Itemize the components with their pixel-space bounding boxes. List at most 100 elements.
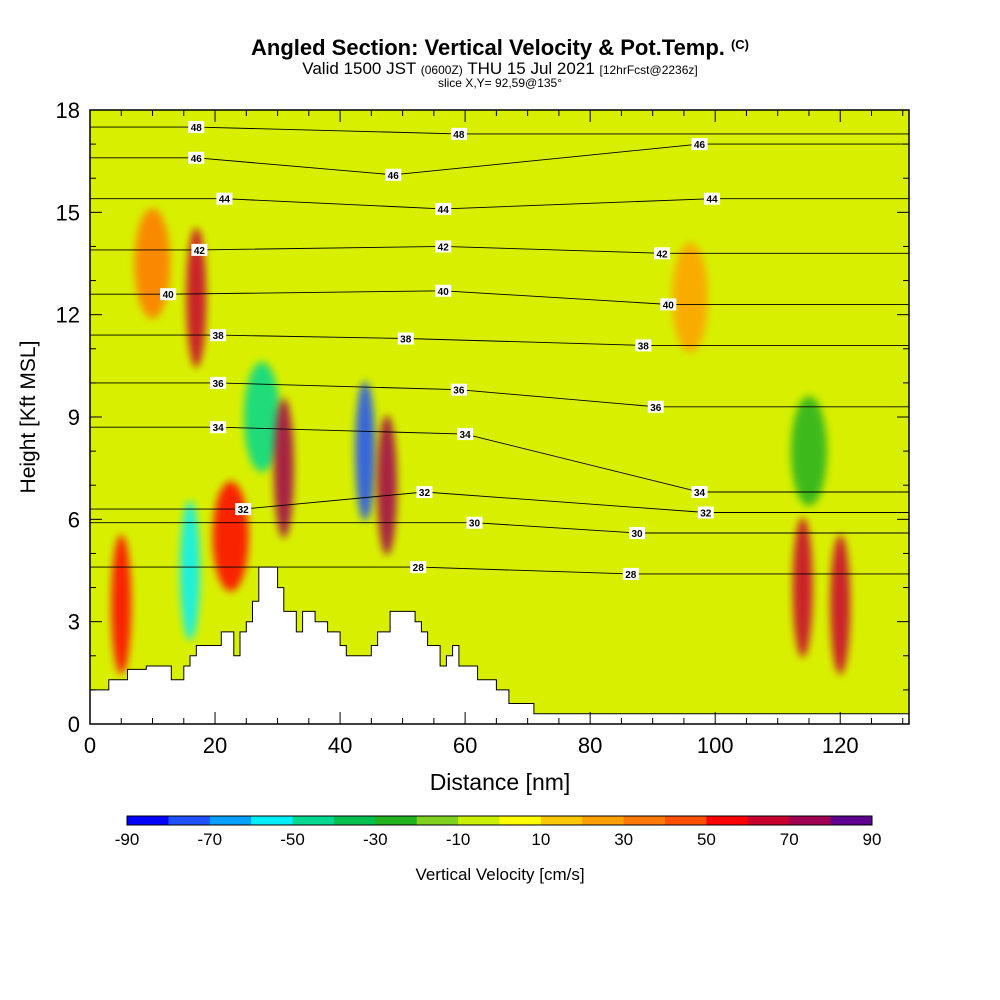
theta-label-text: 30 (631, 529, 643, 540)
theta-label-text: 42 (656, 249, 668, 260)
x-tick-label: 20 (203, 733, 227, 758)
theta-label-bg (210, 329, 227, 342)
theta-label-text: 46 (191, 154, 203, 165)
theta-contour-48 (90, 126, 909, 135)
theta-label: 42 (191, 243, 208, 257)
theta-label: 32 (416, 486, 433, 499)
x-tick-label: 40 (328, 733, 352, 758)
x-tick-label: 0 (84, 733, 96, 758)
theta-contour-28 (90, 566, 909, 575)
chart-title-tag: (C) (730, 37, 749, 52)
theta-label: 42 (435, 240, 452, 253)
x-tick-label: 120 (822, 733, 859, 758)
theta-label-text: 38 (213, 331, 225, 342)
y-tick-label: 3 (68, 610, 80, 635)
theta-label-bg (635, 339, 652, 352)
theta-label-bg (660, 298, 677, 311)
theta-label: 46 (691, 138, 708, 151)
theta-label-text: 34 (460, 430, 472, 441)
theta-label-bg (188, 151, 205, 164)
colorbar-tick-label: 10 (531, 830, 550, 849)
colorbar-swatch (292, 816, 335, 825)
theta-label-bg (210, 376, 227, 389)
theta-label: 32 (235, 503, 252, 516)
colorbar-swatch (582, 816, 625, 825)
colorbar-tick-label: 90 (863, 830, 882, 849)
theta-label: 34 (691, 486, 708, 499)
velocity-cell-7 (355, 381, 376, 522)
theta-label: 46 (385, 168, 402, 182)
x-tick-label: 60 (453, 733, 477, 758)
colorbar-swatch (127, 816, 169, 825)
theta-label: 48 (188, 121, 205, 134)
theta-label: 40 (435, 284, 452, 298)
colorbar-swatch (665, 816, 707, 825)
theta-label: 30 (466, 516, 483, 530)
velocity-cell-1 (134, 208, 171, 319)
theta-label-bg (410, 561, 427, 574)
colorbar-tick-label: -10 (446, 830, 471, 849)
velocity-field (111, 208, 851, 675)
colorbar-frame (126, 815, 873, 826)
theta-label-text: 44 (219, 195, 231, 206)
theta-label-text: 38 (638, 341, 650, 352)
theta-label-bg (160, 288, 177, 301)
theta-label: 44 (435, 202, 452, 216)
colorbar-tick-label: -90 (115, 830, 140, 849)
theta-label: 36 (450, 383, 467, 397)
theta-label: 40 (160, 288, 177, 301)
theta-label-bg (188, 121, 205, 134)
theta-label-text: 42 (438, 242, 450, 253)
colorbar-swatch (416, 816, 459, 825)
colorbar-tick-label: 30 (614, 830, 633, 849)
colorbar-swatch (747, 816, 790, 825)
theta-label: 34 (457, 428, 474, 441)
theta-label: 44 (704, 192, 721, 206)
colorbar-tick-label: 70 (780, 830, 799, 849)
theta-label-bg (697, 506, 714, 519)
theta-label-bg (622, 567, 639, 580)
y-tick-label: 0 (68, 712, 80, 737)
theta-label-text: 44 (707, 195, 719, 206)
colorbar-swatch (540, 816, 583, 825)
theta-label-bg (691, 138, 708, 151)
theta-label-bg (397, 332, 414, 345)
theta-label-bg (466, 516, 483, 529)
theta-label: 48 (450, 127, 467, 141)
y-tick-label: 18 (56, 98, 80, 123)
theta-label-text: 36 (453, 386, 465, 397)
theta-label-text: 46 (694, 140, 706, 151)
theta-label-bg (210, 421, 227, 434)
valid-date: THU 15 Jul 2021 (467, 59, 595, 78)
theta-label: 38 (635, 339, 652, 352)
colorbar-swatch (499, 816, 542, 825)
theta-label: 38 (210, 329, 227, 342)
theta-label-text: 28 (413, 563, 425, 574)
theta-label: 30 (629, 526, 646, 540)
colorbar-tick-label: -50 (280, 830, 305, 849)
x-tick-label: 80 (578, 733, 602, 758)
theta-label: 42 (654, 247, 671, 260)
colorbar-swatch (251, 816, 294, 825)
theta-label: 36 (210, 376, 227, 390)
theta-label: 28 (410, 561, 427, 574)
chart-title-text: Angled Section: Vertical Velocity & Pot.… (251, 35, 725, 60)
theta-label-bg (704, 192, 721, 205)
theta-label-bg (235, 503, 252, 516)
y-tick-label: 15 (56, 200, 80, 225)
terrain (89, 566, 910, 725)
velocity-cell-9 (672, 242, 709, 353)
theta-label-text: 32 (700, 509, 712, 520)
theta-label-text: 32 (238, 505, 250, 516)
theta-label-text: 42 (194, 246, 206, 257)
theta-label-bg (191, 243, 208, 256)
theta-label-bg (450, 383, 467, 396)
theta-label-bg (647, 400, 664, 413)
colorbar: -90 -70 -50 -30 -10 10 30 50 70 90 (115, 815, 882, 849)
theta-label-text: 36 (650, 403, 662, 414)
colorbar-tick-label: -70 (197, 830, 222, 849)
theta-label-text: 40 (438, 287, 450, 298)
theta-label: 44 (216, 192, 233, 206)
theta-label: 28 (622, 567, 639, 581)
